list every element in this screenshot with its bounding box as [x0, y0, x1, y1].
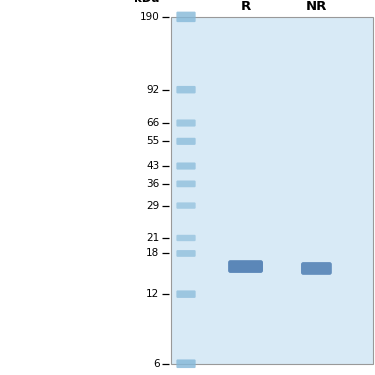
Text: NR: NR	[306, 0, 327, 13]
FancyBboxPatch shape	[301, 262, 332, 275]
FancyBboxPatch shape	[176, 138, 196, 145]
FancyBboxPatch shape	[171, 17, 373, 364]
FancyBboxPatch shape	[176, 359, 196, 368]
FancyBboxPatch shape	[176, 202, 196, 209]
Text: 92: 92	[146, 85, 159, 94]
Text: 29: 29	[146, 201, 159, 211]
Text: kDa: kDa	[134, 0, 159, 5]
FancyBboxPatch shape	[176, 180, 196, 187]
Text: 21: 21	[146, 233, 159, 243]
FancyBboxPatch shape	[176, 290, 196, 298]
FancyBboxPatch shape	[176, 12, 196, 22]
Text: 12: 12	[146, 289, 159, 299]
Text: 18: 18	[146, 249, 159, 258]
Text: R: R	[240, 0, 250, 13]
Text: 43: 43	[146, 161, 159, 171]
Text: 66: 66	[146, 118, 159, 128]
Text: 6: 6	[153, 359, 159, 369]
FancyBboxPatch shape	[176, 250, 196, 257]
FancyBboxPatch shape	[176, 120, 196, 127]
FancyBboxPatch shape	[176, 162, 196, 170]
Text: 36: 36	[146, 179, 159, 189]
FancyBboxPatch shape	[176, 86, 196, 93]
Text: 55: 55	[146, 136, 159, 146]
FancyBboxPatch shape	[176, 235, 196, 241]
FancyBboxPatch shape	[228, 260, 263, 273]
Text: 190: 190	[140, 12, 159, 22]
